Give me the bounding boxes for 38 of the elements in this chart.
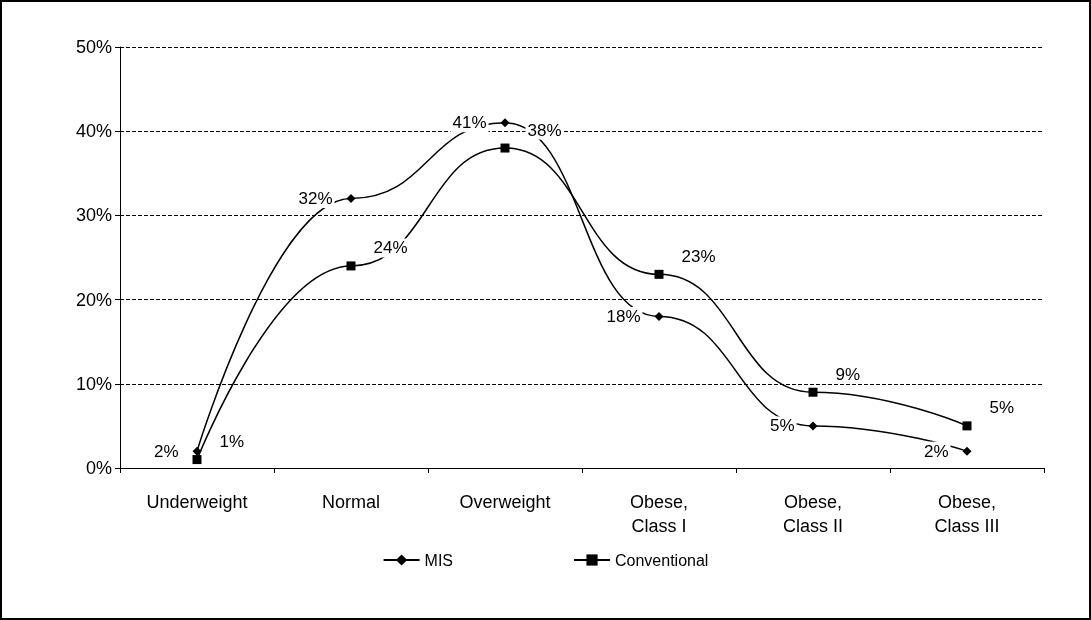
data-label: 32% — [298, 189, 333, 209]
data-label: 9% — [835, 364, 861, 384]
point — [346, 194, 356, 204]
point — [346, 261, 356, 271]
point — [192, 446, 202, 456]
data-label: 5% — [769, 416, 795, 436]
point — [962, 446, 972, 456]
y-tick-label: 20% — [75, 289, 112, 310]
x-tick-label: Obese, Class III — [934, 492, 1000, 536]
x-tick-label: Obese, Class II — [782, 492, 844, 536]
data-label: 5% — [989, 398, 1015, 418]
x-tick-label: Normal — [321, 492, 381, 512]
point — [192, 455, 202, 465]
y-tick-label: 10% — [75, 373, 112, 394]
point — [808, 421, 818, 431]
data-label: 24% — [373, 238, 408, 258]
point — [654, 311, 664, 321]
x-tick-label: Obese, Class I — [629, 492, 689, 536]
point — [500, 118, 510, 128]
data-label: 2% — [923, 441, 949, 461]
data-label: 23% — [681, 246, 716, 266]
y-tick-label: 0% — [85, 458, 112, 478]
y-tick-label: 30% — [75, 205, 112, 226]
x-tick-label: Overweight — [459, 492, 551, 512]
point — [654, 269, 664, 279]
y-tick-label: 50% — [75, 37, 112, 57]
point — [808, 387, 818, 397]
data-label: 2% — [153, 441, 179, 461]
data-label: 38% — [527, 120, 562, 140]
point — [500, 143, 510, 153]
legend-label: MIS — [424, 551, 454, 569]
legend-label: Conventional — [615, 551, 709, 569]
y-tick-label: 40% — [75, 121, 112, 142]
data-label: 18% — [606, 306, 641, 326]
data-label: 1% — [219, 432, 245, 452]
point — [962, 421, 972, 431]
data-label: 41% — [452, 113, 487, 133]
x-tick-label: Underweight — [146, 492, 248, 512]
